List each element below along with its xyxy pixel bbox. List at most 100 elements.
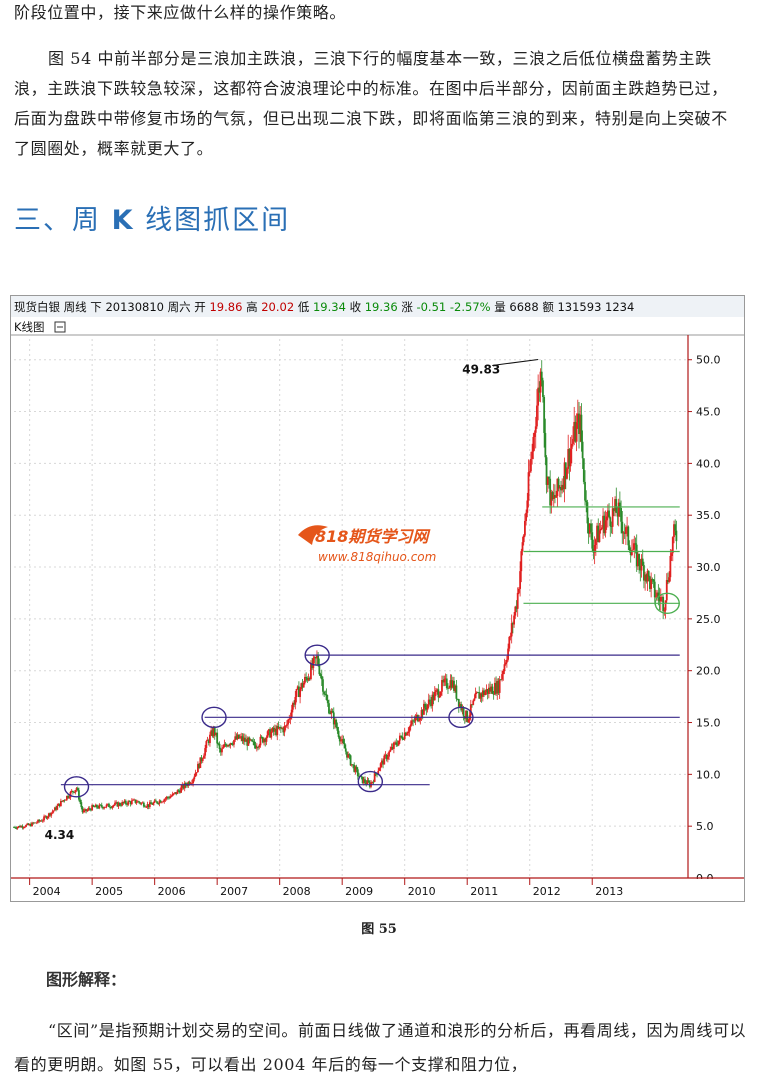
- candle-body-154: [198, 763, 201, 768]
- candle-body-213: [269, 729, 271, 738]
- candle-body-418: [515, 606, 518, 609]
- candle-body-200: [253, 741, 256, 746]
- candle-body-504: [618, 502, 621, 509]
- candle-body-0: [13, 827, 15, 829]
- candle-body-233: [293, 703, 296, 705]
- panel-toggle-icon[interactable]: [54, 321, 66, 333]
- candle-body-547: [670, 553, 673, 556]
- watermark-url: www.818qihuo.com: [318, 550, 436, 564]
- candle-body-214: [270, 731, 273, 738]
- candle-body-150: [193, 776, 196, 780]
- candle-body-468: [575, 422, 578, 442]
- candle-body-14: [29, 824, 32, 827]
- candle-body-308: [383, 755, 386, 765]
- candle-body-181: [230, 743, 233, 745]
- candle-body-388: [479, 693, 482, 699]
- candle-body-2: [15, 827, 18, 829]
- candle-body-178: [227, 745, 229, 747]
- candle-body-437: [538, 387, 541, 393]
- candle-body-322: [400, 735, 402, 737]
- header-left: 现货白银 周线 下 20130810 周六 开: [14, 300, 206, 314]
- candle-body-314: [390, 746, 393, 750]
- candle-body-415: [511, 623, 514, 625]
- candle-body-295: [367, 780, 370, 783]
- candle-body-208: [263, 738, 265, 743]
- candle-body-542: [664, 600, 667, 611]
- candle-body-516: [633, 543, 636, 550]
- candle-body-362: [448, 687, 451, 689]
- candle-body-160: [205, 741, 208, 749]
- candle-body-67: [93, 806, 96, 808]
- candle-body-257: [322, 679, 324, 692]
- candle-body-303: [377, 770, 380, 775]
- candle-body-25: [43, 816, 45, 821]
- candle-body-108: [142, 802, 145, 807]
- candle-body-177: [225, 745, 228, 747]
- candle-body-226: [284, 725, 287, 727]
- candles-layer: [13, 360, 678, 830]
- candle-body-328: [407, 731, 410, 734]
- circle-marker-0: [63, 776, 90, 798]
- y-tick-label-4: 30.0: [696, 561, 721, 574]
- candle-body-526: [645, 574, 648, 582]
- candle-body-427: [526, 500, 529, 513]
- candle-body-305: [379, 763, 382, 769]
- candle-body-469: [576, 413, 579, 423]
- candle-body-28: [46, 816, 49, 819]
- candle-body-32: [51, 811, 54, 813]
- candle-body-1: [14, 827, 17, 829]
- candle-body-434: [534, 426, 537, 433]
- candle-body-68: [94, 804, 97, 808]
- candle-body-549: [673, 524, 675, 538]
- candle-body-89: [120, 805, 122, 806]
- candle-body-348: [431, 694, 434, 707]
- candle-body-92: [123, 800, 126, 803]
- candle-body-386: [477, 692, 479, 694]
- candle-body-152: [195, 772, 198, 774]
- candle-body-407: [502, 671, 505, 675]
- candle-body-118: [154, 800, 157, 802]
- candle-body-473: [581, 441, 584, 459]
- candle-body-46: [68, 797, 71, 799]
- candle-body-90: [121, 802, 124, 806]
- candle-body-130: [169, 796, 172, 799]
- candle-body-519: [637, 554, 639, 567]
- circle-markers-layer: [63, 592, 680, 798]
- x-tick-label-3: 2007: [220, 885, 248, 898]
- candle-body-485: [596, 525, 598, 540]
- y-tick-label-6: 20.0: [696, 665, 721, 678]
- candle-body-507: [622, 532, 625, 534]
- candle-body-93: [124, 800, 127, 804]
- heading-suffix: 线图抓区间: [134, 205, 291, 236]
- header-close: 19.36: [365, 300, 398, 314]
- candle-body-168: [215, 732, 217, 736]
- candle-body-475: [584, 481, 586, 501]
- candle-body-172: [219, 749, 222, 753]
- candle-body-196: [248, 737, 251, 741]
- candle-body-183: [233, 740, 235, 745]
- candle-body-514: [631, 550, 633, 556]
- candle-body-182: [231, 744, 234, 746]
- candle-body-531: [651, 578, 654, 580]
- candle-body-455: [560, 487, 562, 491]
- candle-body-287: [358, 776, 360, 777]
- candle-body-329: [408, 726, 411, 732]
- candle-body-385: [475, 692, 478, 694]
- header-amt: 131593: [557, 300, 601, 314]
- candle-body-408: [503, 664, 506, 672]
- candle-body-474: [582, 458, 585, 482]
- x-tick-label-2: 2006: [158, 885, 186, 898]
- watermark-title: 818期货学习网: [315, 527, 431, 546]
- explain-title: 图形解释：: [46, 970, 127, 989]
- candle-body-399: [492, 693, 495, 695]
- candle-body-247: [310, 663, 312, 680]
- candle-body-77: [105, 804, 108, 807]
- candle-body-167: [213, 727, 216, 736]
- candle-body-334: [414, 717, 417, 722]
- candle-body-238: [299, 689, 302, 697]
- candle-body-393: [485, 689, 488, 692]
- candle-body-20: [37, 819, 39, 823]
- watermark-logo-icon: [298, 525, 328, 545]
- candle-body-501: [615, 499, 618, 513]
- candle-body-228: [287, 719, 289, 725]
